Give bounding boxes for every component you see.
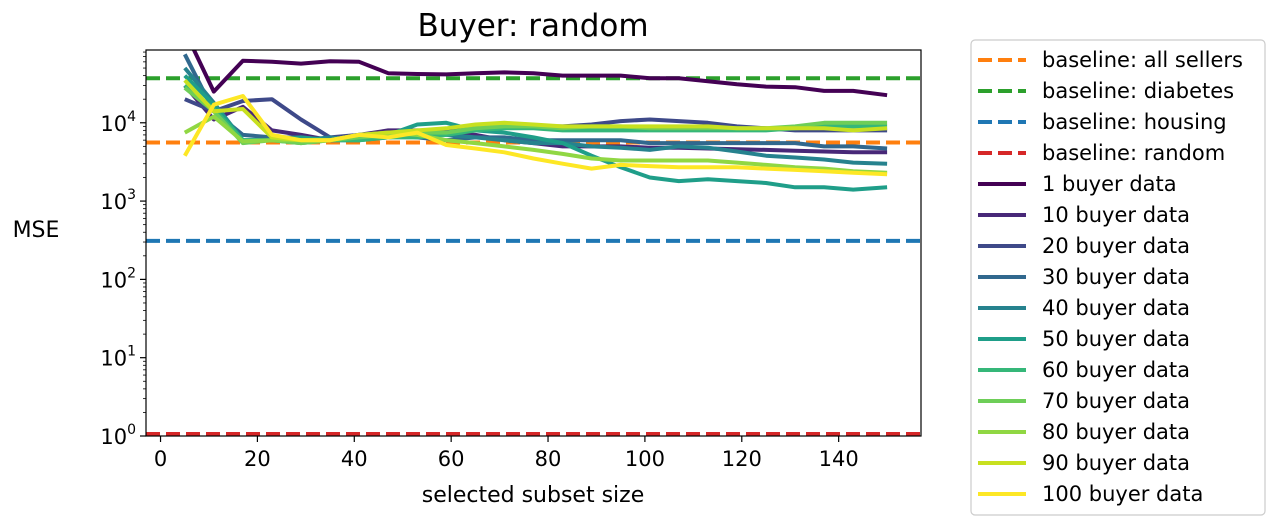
legend-label: 1 buyer data: [1042, 172, 1177, 196]
legend-label: baseline: all sellers: [1042, 48, 1243, 72]
legend-frame: [970, 39, 1266, 516]
y-axis-label: MSE: [13, 218, 60, 243]
legend-label: 50 buyer data: [1042, 327, 1190, 351]
y-tick-label: 104: [100, 109, 136, 136]
legend-label: baseline: random: [1042, 141, 1225, 165]
legend: baseline: all sellers baseline: diabetes b…: [970, 39, 1266, 516]
x-tick-label: 60: [438, 447, 465, 471]
legend-label: 80 buyer data: [1042, 420, 1190, 444]
y-axis: 100 101 102 103 104: [100, 51, 146, 449]
x-tick-label: 80: [535, 447, 562, 471]
legend-label: 30 buyer data: [1042, 265, 1190, 289]
series-line-10: [183, 94, 888, 177]
x-axis: 0 20 40 60 80 100 120 140: [154, 436, 859, 471]
chart-title: Buyer: random: [417, 8, 648, 44]
legend-label: baseline: housing: [1042, 110, 1227, 134]
y-tick-label: 103: [100, 187, 136, 214]
legend-label: 60 buyer data: [1042, 358, 1190, 382]
plot-area-frame: [145, 49, 922, 437]
series-line-5: [183, 74, 888, 192]
legend-label: 100 buyer data: [1042, 482, 1203, 506]
y-tick-label: 100: [100, 422, 136, 449]
x-axis-label: selected subset size: [422, 483, 645, 508]
legend-label: 90 buyer data: [1042, 451, 1190, 475]
x-tick-label: 100: [625, 447, 665, 471]
x-tick-label: 0: [154, 447, 167, 471]
legend-label: baseline: diabetes: [1042, 79, 1234, 103]
x-tick-label: 120: [722, 447, 762, 471]
x-tick-label: 140: [819, 447, 859, 471]
legend-label: 20 buyer data: [1042, 234, 1190, 258]
legend-label: 70 buyer data: [1042, 389, 1190, 413]
y-tick-label: 101: [100, 344, 136, 371]
series-lines: [183, 50, 888, 192]
x-tick-label: 40: [341, 447, 368, 471]
y-tick-label: 102: [100, 265, 136, 292]
series-line-0: [191, 50, 888, 98]
legend-label: 10 buyer data: [1042, 203, 1190, 227]
x-tick-label: 20: [244, 447, 271, 471]
legend-label: 40 buyer data: [1042, 296, 1190, 320]
